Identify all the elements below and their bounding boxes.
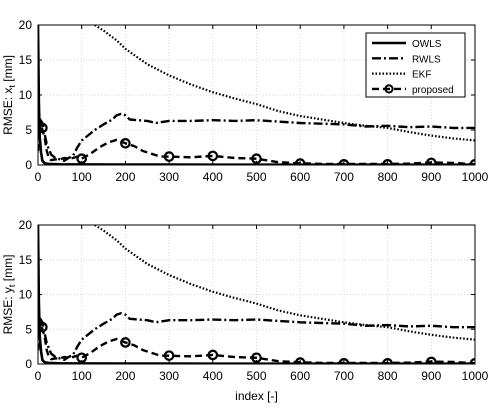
- marker-proposed: [207, 349, 219, 361]
- x-tick-label: 800: [378, 170, 398, 184]
- y-tick-label: 0: [25, 357, 32, 371]
- y-tick-label: 10: [19, 288, 33, 302]
- marker-proposed: [338, 159, 350, 165]
- x-tick-label: 600: [290, 170, 310, 184]
- x-tick-label: 700: [334, 170, 354, 184]
- marker-proposed: [294, 357, 306, 364]
- x-tick-label: 300: [159, 369, 179, 383]
- marker-proposed: [163, 151, 175, 162]
- x-tick-label: 1000: [462, 170, 489, 184]
- x-tick-label: 0: [35, 170, 42, 184]
- x-tick-label: 1000: [462, 369, 489, 383]
- y-tick-label: 20: [19, 218, 33, 232]
- y-tick-label: 5: [25, 123, 32, 137]
- y-tick-label: 10: [19, 88, 33, 102]
- y-tick-label: 20: [19, 18, 33, 32]
- marker-proposed: [382, 358, 393, 364]
- series-line-RWLS: [38, 112, 475, 162]
- series-line-EKF: [94, 25, 475, 142]
- x-tick-label: 100: [72, 170, 92, 184]
- chart-panel-2: 0 100 200 300 400 500 600 700 800 900 1000 0 5 10 15 20…: [1, 218, 489, 403]
- x-tick-label: 200: [115, 369, 135, 383]
- marker-proposed: [163, 350, 175, 361]
- y-tick-label: 15: [19, 253, 33, 267]
- marker-proposed: [338, 358, 350, 364]
- marker-proposed: [120, 138, 131, 149]
- series-line-EKF: [94, 225, 475, 341]
- x-tick-label: 700: [334, 369, 354, 383]
- x-axis-label: index [-]: [235, 389, 278, 403]
- series-line-proposed: [38, 321, 475, 364]
- legend-label-RWLS: RWLS: [412, 54, 441, 65]
- x-tick-label: 500: [246, 369, 266, 383]
- series-line-RWLS: [38, 312, 475, 362]
- x-tick-label: 200: [115, 170, 135, 184]
- x-tick-label: 100: [72, 369, 92, 383]
- marker-proposed: [294, 158, 306, 165]
- x-tick-label: 900: [421, 369, 441, 383]
- series-group: [38, 25, 475, 165]
- y-axis-label: RMSE: yt [mm]: [1, 255, 17, 335]
- x-tick-label: 400: [203, 369, 223, 383]
- x-tick-label: 600: [290, 369, 310, 383]
- marker-proposed: [426, 356, 437, 364]
- x-tick-label: 0: [35, 369, 42, 383]
- series-line-proposed: [38, 121, 475, 165]
- x-tick-label: 400: [203, 170, 223, 184]
- x-tick-label: 800: [378, 369, 398, 383]
- marker-proposed: [207, 150, 219, 162]
- y-tick-label: 15: [19, 53, 33, 67]
- marker-proposed: [382, 159, 393, 165]
- legend: OWLS RWLS EKF proposed: [365, 32, 466, 98]
- marker-proposed: [426, 157, 437, 165]
- legend-label-proposed: proposed: [412, 85, 454, 96]
- x-tick-label: 300: [159, 170, 179, 184]
- chart-panel-1: 0 100 200 300 400 500 600 700 800 900 1000 0 5 10 15 20…: [1, 18, 489, 184]
- legend-label-EKF: EKF: [412, 70, 431, 81]
- x-tick-label: 500: [246, 170, 266, 184]
- y-axis-label: RMSE: xt [mm]: [1, 55, 17, 135]
- marker-proposed: [120, 337, 131, 348]
- x-tick-label: 900: [421, 170, 441, 184]
- y-tick-label: 5: [25, 322, 32, 336]
- legend-label-OWLS: OWLS: [412, 39, 442, 50]
- legend-marker-proposed: [384, 84, 394, 94]
- y-tick-label: 0: [25, 158, 32, 172]
